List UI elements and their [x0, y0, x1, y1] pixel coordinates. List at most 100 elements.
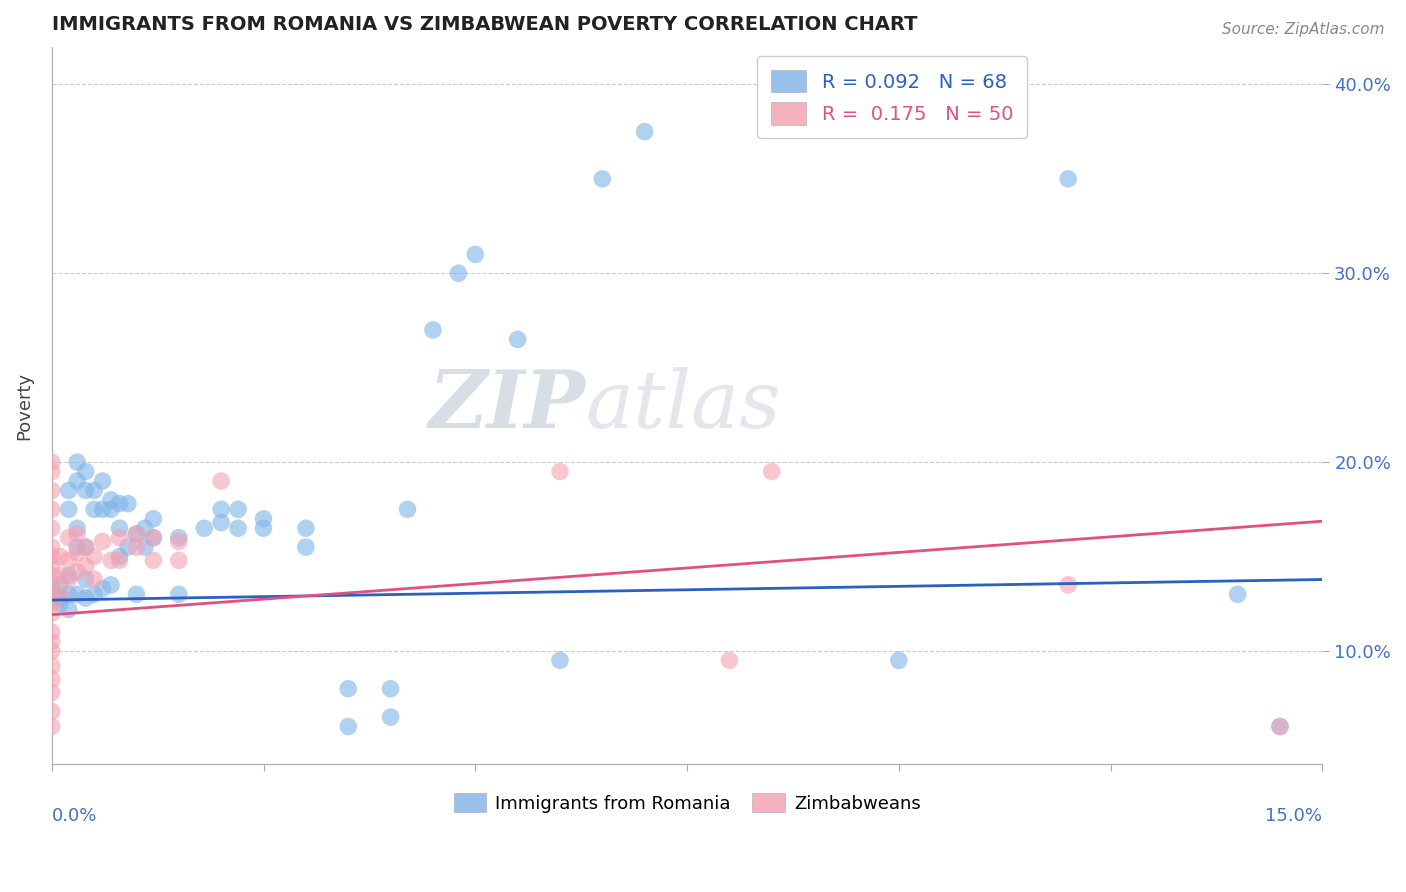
Point — [75, 540, 97, 554]
Point — [634, 125, 657, 139]
Point — [49, 549, 72, 564]
Point — [117, 540, 139, 554]
Point — [125, 540, 148, 554]
Point — [167, 553, 190, 567]
Point — [41, 644, 63, 658]
Point — [66, 565, 89, 579]
Point — [506, 332, 529, 346]
Text: atlas: atlas — [585, 367, 780, 444]
Point — [75, 572, 97, 586]
Point — [226, 521, 249, 535]
Point — [295, 521, 318, 535]
Point — [167, 531, 190, 545]
Point — [66, 455, 89, 469]
Point — [761, 465, 783, 479]
Point — [58, 531, 80, 545]
Point — [66, 546, 89, 560]
Point — [58, 602, 80, 616]
Point — [49, 587, 72, 601]
Point — [108, 521, 131, 535]
Point — [1057, 578, 1080, 592]
Point — [142, 553, 165, 567]
Point — [295, 540, 318, 554]
Point — [422, 323, 444, 337]
Point — [41, 673, 63, 687]
Point — [91, 582, 114, 596]
Point — [41, 597, 63, 611]
Point — [134, 540, 156, 554]
Point — [134, 521, 156, 535]
Point — [41, 606, 63, 620]
Point — [226, 502, 249, 516]
Point — [337, 719, 360, 733]
Point — [464, 247, 486, 261]
Point — [66, 587, 89, 601]
Point — [75, 540, 97, 554]
Point — [142, 531, 165, 545]
Point — [1268, 719, 1291, 733]
Point — [75, 483, 97, 498]
Point — [58, 587, 80, 601]
Point — [75, 591, 97, 606]
Point — [380, 681, 402, 696]
Point — [337, 681, 360, 696]
Text: 0.0%: 0.0% — [52, 807, 97, 825]
Point — [41, 540, 63, 554]
Point — [887, 653, 910, 667]
Point — [548, 653, 571, 667]
Point — [1226, 587, 1249, 601]
Point — [83, 483, 105, 498]
Point — [167, 534, 190, 549]
Point — [66, 474, 89, 488]
Point — [193, 521, 215, 535]
Point — [209, 516, 232, 530]
Point — [66, 527, 89, 541]
Point — [108, 553, 131, 567]
Point — [252, 521, 274, 535]
Point — [41, 465, 63, 479]
Point — [252, 512, 274, 526]
Point — [41, 659, 63, 673]
Point — [41, 719, 63, 733]
Point — [718, 653, 741, 667]
Point — [41, 455, 63, 469]
Point — [58, 572, 80, 586]
Point — [91, 502, 114, 516]
Point — [58, 553, 80, 567]
Text: 15.0%: 15.0% — [1265, 807, 1322, 825]
Point — [108, 497, 131, 511]
Point — [1268, 719, 1291, 733]
Point — [125, 527, 148, 541]
Point — [142, 531, 165, 545]
Point — [58, 502, 80, 516]
Point — [108, 549, 131, 564]
Point — [209, 502, 232, 516]
Point — [41, 521, 63, 535]
Legend: Immigrants from Romania, Zimbabweans: Immigrants from Romania, Zimbabweans — [446, 786, 928, 820]
Point — [91, 534, 114, 549]
Point — [66, 521, 89, 535]
Point — [125, 527, 148, 541]
Point — [396, 502, 419, 516]
Point — [41, 568, 63, 582]
Point — [58, 568, 80, 582]
Point — [41, 593, 63, 607]
Point — [49, 578, 72, 592]
Point — [117, 497, 139, 511]
Point — [49, 597, 72, 611]
Point — [108, 531, 131, 545]
Point — [591, 172, 613, 186]
Text: Source: ZipAtlas.com: Source: ZipAtlas.com — [1222, 22, 1385, 37]
Point — [100, 492, 122, 507]
Point — [41, 483, 63, 498]
Point — [41, 634, 63, 648]
Point — [142, 512, 165, 526]
Point — [447, 266, 470, 280]
Point — [41, 587, 63, 601]
Point — [41, 685, 63, 699]
Point — [41, 705, 63, 719]
Point — [548, 465, 571, 479]
Point — [58, 483, 80, 498]
Point — [41, 582, 63, 596]
Point — [100, 502, 122, 516]
